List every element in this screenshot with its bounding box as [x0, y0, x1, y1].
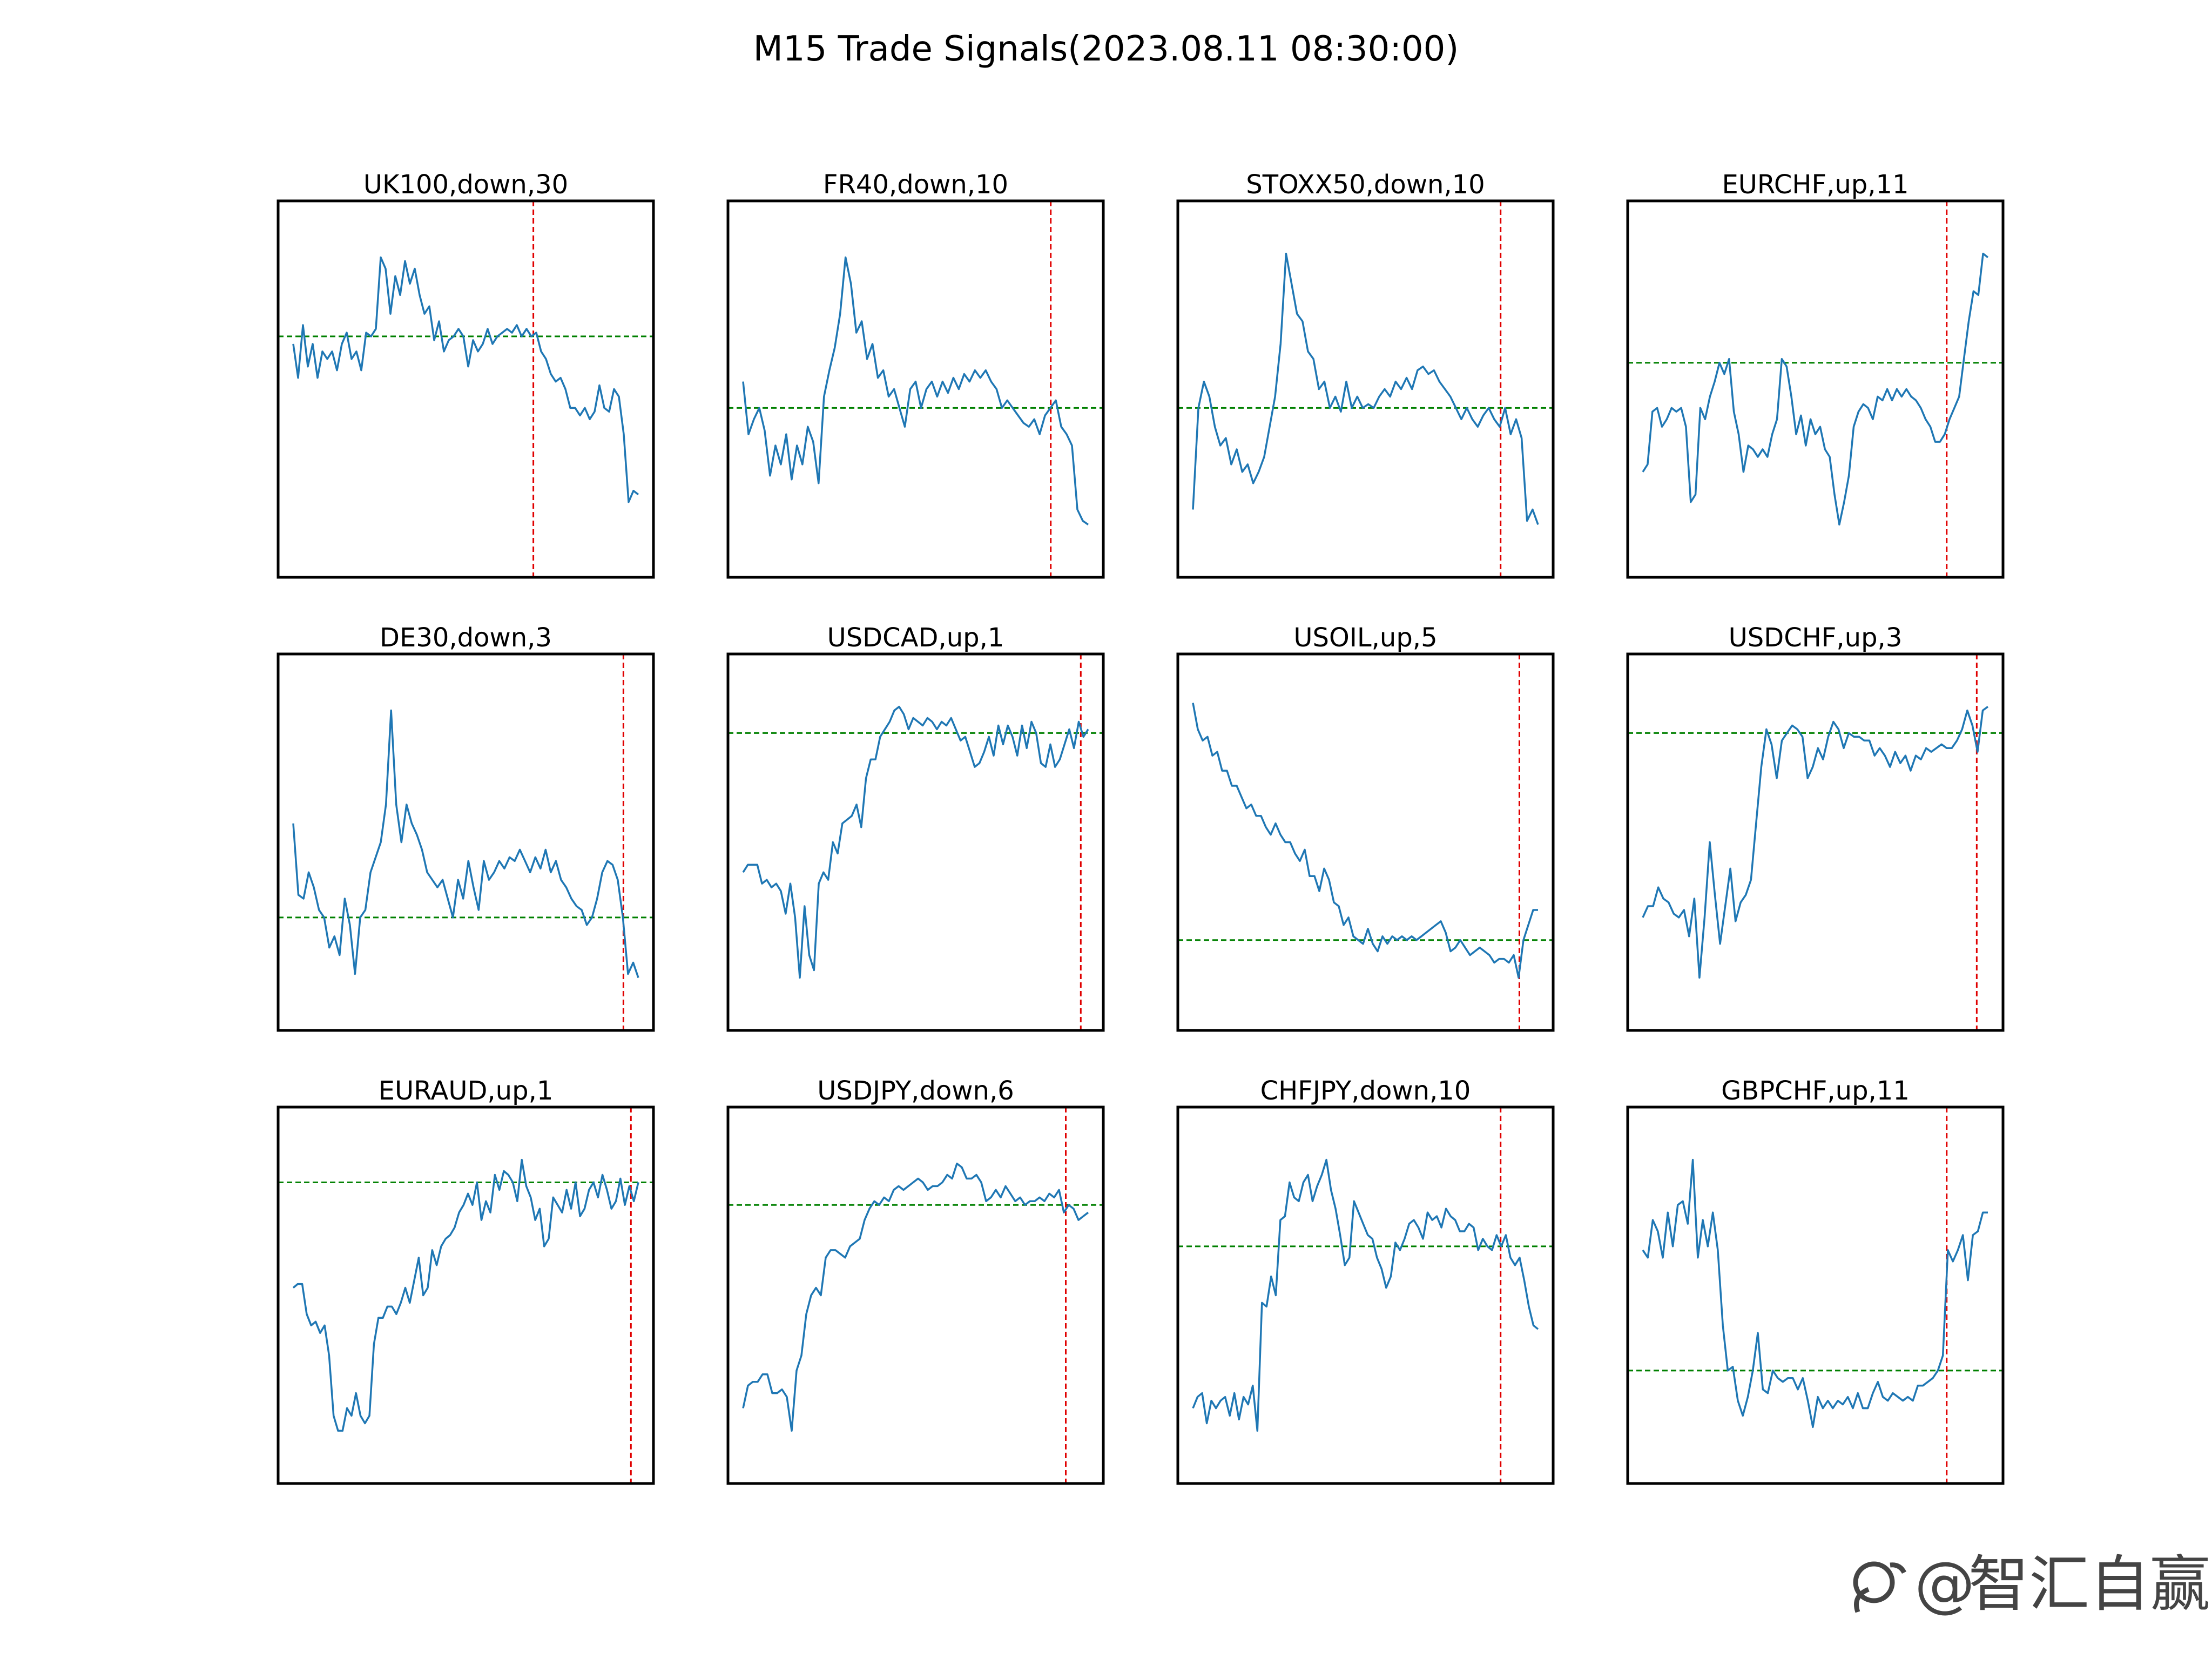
- price-series-line: [1642, 252, 1989, 526]
- chart-panel: CHFJPY,down,10: [1176, 1076, 1555, 1485]
- price-series-line: [1192, 1158, 1539, 1432]
- panel-title: UK100,down,30: [363, 170, 568, 200]
- panel-title: USOIL,up,5: [1293, 623, 1437, 653]
- panel-frame: [1626, 652, 2005, 1032]
- price-series-line: [1642, 706, 1989, 979]
- panel-title: CHFJPY,down,10: [1260, 1076, 1471, 1106]
- price-series-line: [742, 1162, 1089, 1432]
- chart-panel: USOIL,up,5: [1176, 623, 1555, 1032]
- panel-frame: [1176, 199, 1555, 579]
- chart-panel: USDCAD,up,1: [726, 623, 1105, 1032]
- chart-panel: GBPCHF,up,11: [1626, 1076, 2005, 1485]
- panel-frame: [276, 199, 655, 579]
- price-series-line: [1192, 252, 1539, 525]
- price-series-line: [742, 256, 1089, 525]
- figure-title: M15 Trade Signals(2023.08.11 08:30:00): [753, 29, 1459, 69]
- chart-panel: USDCHF,up,3: [1626, 623, 2005, 1032]
- panel-title: EURAUD,up,1: [379, 1076, 554, 1106]
- watermark-text: 智汇自赢: [1968, 1549, 2210, 1620]
- panel-grid: UK100,down,30 FR40,down,10 STOXX50,down,10…: [276, 170, 2005, 1485]
- price-series-line: [1192, 703, 1538, 979]
- chart-panel: STOXX50,down,10: [1176, 170, 1555, 579]
- panel-title: USDJPY,down,6: [817, 1076, 1014, 1106]
- price-series-line: [292, 709, 639, 978]
- chart-panel: EURAUD,up,1: [276, 1076, 655, 1485]
- panel-title: STOXX50,down,10: [1246, 170, 1485, 200]
- watermark-symbol: @: [1914, 1549, 1975, 1620]
- panel-frame: [1176, 652, 1555, 1032]
- panel-title: EURCHF,up,11: [1722, 170, 1908, 200]
- panel-title: FR40,down,10: [823, 170, 1008, 200]
- panel-frame: [276, 652, 655, 1032]
- panel-title: GBPCHF,up,11: [1721, 1076, 1910, 1106]
- watermark: @ 智汇自赢: [1853, 1549, 2210, 1620]
- chart-panel: FR40,down,10: [726, 170, 1105, 579]
- panel-frame: [726, 199, 1105, 579]
- price-series-line: [292, 256, 639, 503]
- panel-title: USDCAD,up,1: [827, 623, 1004, 653]
- panel-frame: [1626, 1105, 2005, 1485]
- panel-title: DE30,down,3: [380, 623, 552, 653]
- panel-frame: [726, 652, 1105, 1032]
- chart-panel: UK100,down,30: [276, 170, 655, 579]
- weibo-logo-icon: [1853, 1561, 1907, 1613]
- panel-title: USDCHF,up,3: [1729, 623, 1903, 653]
- panel-frame: [1626, 199, 2005, 579]
- chart-panel: DE30,down,3: [276, 623, 655, 1032]
- price-series-line: [292, 1158, 639, 1432]
- panel-frame: [726, 1105, 1105, 1485]
- panel-frame: [276, 1105, 655, 1485]
- panel-frame: [1176, 1105, 1555, 1485]
- chart-panel: EURCHF,up,11: [1626, 170, 2005, 579]
- price-series-line: [1642, 1158, 1988, 1428]
- price-series-line: [742, 705, 1089, 979]
- chart-panel: USDJPY,down,6: [726, 1076, 1105, 1485]
